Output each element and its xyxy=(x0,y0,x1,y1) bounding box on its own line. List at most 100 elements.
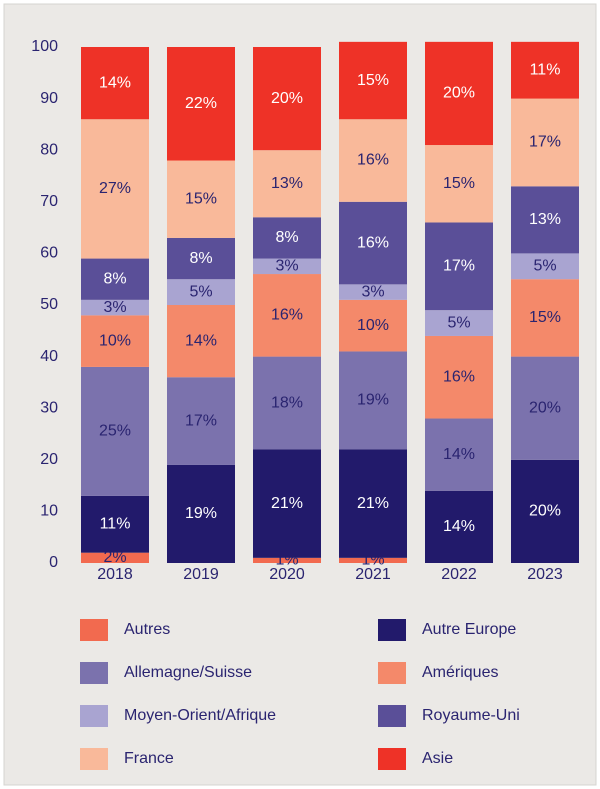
y-tick-label: 0 xyxy=(49,554,58,571)
bar-segment xyxy=(339,41,407,120)
value-label: 5% xyxy=(447,314,470,331)
value-label: 16% xyxy=(357,152,389,169)
bar-segment xyxy=(511,253,579,280)
legend-swatch xyxy=(80,748,108,770)
bar-segment xyxy=(253,217,321,259)
bar-segment xyxy=(425,41,493,146)
value-label: 21% xyxy=(357,495,389,512)
bar-segment xyxy=(425,145,493,223)
bar-segment xyxy=(253,150,321,218)
x-tick-label: 2021 xyxy=(355,566,391,583)
bar-segment xyxy=(253,557,321,563)
value-label: 16% xyxy=(443,368,475,385)
y-tick-label: 70 xyxy=(40,193,58,210)
bar-segment xyxy=(339,201,407,285)
value-label: 13% xyxy=(529,211,561,228)
value-label: 2% xyxy=(103,549,126,566)
value-label: 27% xyxy=(99,180,131,197)
value-label: 20% xyxy=(529,503,561,520)
value-label: 11% xyxy=(100,516,131,533)
y-tick-label: 90 xyxy=(40,90,58,107)
bar-segment xyxy=(81,119,149,259)
legend-label: Allemagne/Suisse xyxy=(124,664,252,681)
bar-segment xyxy=(253,258,321,275)
bar-segment xyxy=(511,98,579,187)
bar-segment xyxy=(511,356,579,460)
y-tick-label: 30 xyxy=(40,399,58,416)
bar-segment xyxy=(81,299,149,316)
bar-segment xyxy=(81,366,149,496)
bar-segment xyxy=(339,284,407,300)
value-label: 14% xyxy=(185,332,217,349)
legend-label: Moyen-Orient/Afrique xyxy=(124,707,276,724)
bar-segment xyxy=(425,310,493,336)
legend-label: Autre Europe xyxy=(422,621,516,638)
value-label: 20% xyxy=(443,85,475,102)
value-label: 3% xyxy=(361,283,384,300)
value-label: 15% xyxy=(529,309,561,326)
bar-segment xyxy=(253,47,321,151)
value-label: 17% xyxy=(185,412,217,429)
bar-segment xyxy=(511,186,579,254)
value-label: 16% xyxy=(357,234,389,251)
bar-segment xyxy=(425,418,493,491)
value-label: 3% xyxy=(275,258,298,275)
bar-segment xyxy=(167,377,235,465)
x-tick-label: 2023 xyxy=(527,566,563,583)
bar-segment xyxy=(167,305,235,378)
bar-segment xyxy=(81,495,149,553)
bar-segment xyxy=(425,335,493,419)
value-label: 25% xyxy=(99,423,131,440)
bar-segment xyxy=(167,160,235,238)
legend-swatch xyxy=(378,619,406,641)
bar-segment xyxy=(339,351,407,450)
bar-segment xyxy=(425,222,493,311)
x-tick-label: 2022 xyxy=(441,566,477,583)
bar-segment xyxy=(167,47,235,161)
value-label: 14% xyxy=(99,74,131,91)
bar-segment xyxy=(253,449,321,558)
x-tick-label: 2019 xyxy=(183,566,219,583)
value-label: 15% xyxy=(185,190,217,207)
value-label: 10% xyxy=(357,317,389,334)
legend-swatch xyxy=(378,748,406,770)
bar-segment xyxy=(339,119,407,202)
bar-segment xyxy=(253,356,321,450)
legend-label: Asie xyxy=(422,750,453,767)
bar-segment xyxy=(339,557,407,563)
value-label: 19% xyxy=(185,505,217,522)
bar-segment xyxy=(167,464,235,563)
legend-label: Amériques xyxy=(422,664,498,681)
value-label: 17% xyxy=(529,134,561,151)
value-label: 19% xyxy=(357,392,389,409)
bar-segment xyxy=(339,449,407,558)
bar-segment xyxy=(81,47,149,120)
y-tick-label: 50 xyxy=(40,296,58,313)
value-label: 10% xyxy=(99,332,131,349)
value-label: 22% xyxy=(185,95,217,112)
bar-segment xyxy=(253,274,321,357)
bar-segment xyxy=(425,490,493,563)
value-label: 15% xyxy=(443,175,475,192)
y-tick-label: 60 xyxy=(40,245,58,262)
legend-swatch xyxy=(378,705,406,727)
bar-segment xyxy=(167,237,235,280)
legend-label: France xyxy=(124,750,174,767)
value-label: 13% xyxy=(271,175,303,192)
value-label: 8% xyxy=(189,250,212,267)
x-tick-label: 2018 xyxy=(97,566,133,583)
legend-label: Royaume-Uni xyxy=(422,707,520,724)
value-label: 17% xyxy=(443,258,475,275)
bar-segment xyxy=(339,299,407,352)
value-label: 21% xyxy=(271,495,303,512)
legend-label: Autres xyxy=(124,621,170,638)
bar-segment xyxy=(511,279,579,357)
legend-swatch xyxy=(80,619,108,641)
legend-swatch xyxy=(80,705,108,727)
y-tick-label: 20 xyxy=(40,451,58,468)
value-label: 20% xyxy=(271,90,303,107)
value-label: 5% xyxy=(189,283,212,300)
value-label: 11% xyxy=(530,61,561,78)
value-label: 8% xyxy=(103,270,126,287)
